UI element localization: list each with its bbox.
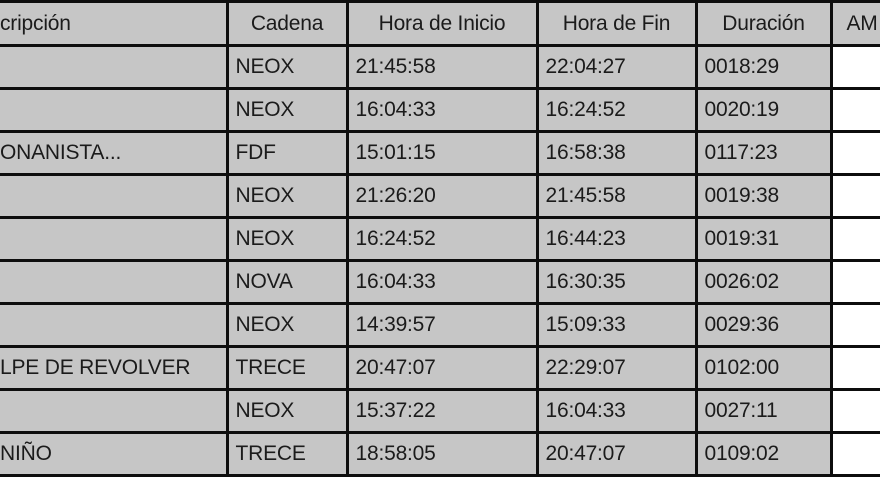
cell-am[interactable] <box>829 259 880 305</box>
cell-am[interactable] <box>829 173 880 219</box>
column-header-cadena[interactable]: Cadena <box>225 0 349 47</box>
cell-cadena[interactable]: NEOX <box>225 302 349 348</box>
cell-fin[interactable]: 21:45:58 <box>535 173 698 219</box>
cell-descripcion[interactable]: NIÑO <box>0 431 229 477</box>
cell-fin[interactable]: 16:04:33 <box>535 388 698 434</box>
cell-cadena[interactable]: NEOX <box>225 173 349 219</box>
table-row: LPE DE REVOLVER TRECE 20:47:07 22:29:07 0102… <box>0 345 880 391</box>
cell-inicio[interactable]: 20:47:07 <box>345 345 539 391</box>
cell-cadena[interactable]: NEOX <box>225 87 349 133</box>
cell-am[interactable] <box>829 44 880 90</box>
cell-duracion[interactable]: 0026:02 <box>694 259 833 305</box>
cell-descripcion[interactable] <box>0 216 229 262</box>
table-row: NEOX 21:45:58 22:04:27 0018:29 <box>0 44 880 90</box>
cell-fin[interactable]: 16:44:23 <box>535 216 698 262</box>
table-row: NEOX 14:39:57 15:09:33 0029:36 <box>0 302 880 348</box>
cell-descripcion[interactable] <box>0 302 229 348</box>
cell-duracion[interactable]: 0027:11 <box>694 388 833 434</box>
cell-fin[interactable]: 16:24:52 <box>535 87 698 133</box>
cell-cadena[interactable]: NEOX <box>225 216 349 262</box>
cell-am[interactable] <box>829 345 880 391</box>
cell-fin[interactable]: 15:09:33 <box>535 302 698 348</box>
cell-fin[interactable]: 16:30:35 <box>535 259 698 305</box>
cell-inicio[interactable]: 21:26:20 <box>345 173 539 219</box>
cell-duracion[interactable]: 0018:29 <box>694 44 833 90</box>
table-row: NEOX 16:04:33 16:24:52 0020:19 <box>0 87 880 133</box>
cell-duracion[interactable]: 0117:23 <box>694 130 833 176</box>
cell-am[interactable] <box>829 87 880 133</box>
cell-descripcion[interactable]: ONANISTA... <box>0 130 229 176</box>
cell-cadena[interactable]: NEOX <box>225 388 349 434</box>
table-row: NEOX 16:24:52 16:44:23 0019:31 <box>0 216 880 262</box>
cell-descripcion[interactable] <box>0 388 229 434</box>
cell-descripcion[interactable] <box>0 87 229 133</box>
cell-cadena[interactable]: TRECE <box>225 431 349 477</box>
cell-descripcion[interactable]: LPE DE REVOLVER <box>0 345 229 391</box>
column-header-duracion[interactable]: Duración <box>694 0 833 47</box>
cell-fin[interactable]: 20:47:07 <box>535 431 698 477</box>
cell-fin[interactable]: 22:29:07 <box>535 345 698 391</box>
column-header-am[interactable]: AM <box>829 0 880 47</box>
table-row: NOVA 16:04:33 16:30:35 0026:02 <box>0 259 880 305</box>
cell-inicio[interactable]: 18:58:05 <box>345 431 539 477</box>
cell-duracion[interactable]: 0019:31 <box>694 216 833 262</box>
table-row: NIÑO TRECE 18:58:05 20:47:07 0109:02 <box>0 431 880 477</box>
column-header-hora-fin[interactable]: Hora de Fin <box>535 0 698 47</box>
cell-inicio[interactable]: 16:24:52 <box>345 216 539 262</box>
cell-am[interactable] <box>829 431 880 477</box>
cell-inicio[interactable]: 15:37:22 <box>345 388 539 434</box>
cell-inicio[interactable]: 16:04:33 <box>345 259 539 305</box>
cell-duracion[interactable]: 0102:00 <box>694 345 833 391</box>
cell-am[interactable] <box>829 302 880 348</box>
table-row: NEOX 21:26:20 21:45:58 0019:38 <box>0 173 880 219</box>
cell-cadena[interactable]: NEOX <box>225 44 349 90</box>
cell-inicio[interactable]: 21:45:58 <box>345 44 539 90</box>
cell-duracion[interactable]: 0109:02 <box>694 431 833 477</box>
cell-am[interactable] <box>829 388 880 434</box>
cell-descripcion[interactable] <box>0 259 229 305</box>
cell-inicio[interactable]: 16:04:33 <box>345 87 539 133</box>
table-row: NEOX 15:37:22 16:04:33 0027:11 <box>0 388 880 434</box>
cell-fin[interactable]: 22:04:27 <box>535 44 698 90</box>
programs-table: cripción Cadena Hora de Inicio Hora de F… <box>0 0 880 477</box>
cell-duracion[interactable]: 0019:38 <box>694 173 833 219</box>
cell-cadena[interactable]: NOVA <box>225 259 349 305</box>
cell-cadena[interactable]: FDF <box>225 130 349 176</box>
cell-am[interactable] <box>829 130 880 176</box>
header-row: cripción Cadena Hora de Inicio Hora de F… <box>0 0 880 47</box>
column-header-hora-inicio[interactable]: Hora de Inicio <box>345 0 539 47</box>
column-header-descripcion[interactable]: cripción <box>0 0 229 47</box>
cell-am[interactable] <box>829 216 880 262</box>
cell-cadena[interactable]: TRECE <box>225 345 349 391</box>
cell-descripcion[interactable] <box>0 44 229 90</box>
cell-descripcion[interactable] <box>0 173 229 219</box>
cell-inicio[interactable]: 14:39:57 <box>345 302 539 348</box>
cell-duracion[interactable]: 0029:36 <box>694 302 833 348</box>
cell-fin[interactable]: 16:58:38 <box>535 130 698 176</box>
table-row: ONANISTA... FDF 15:01:15 16:58:38 0117:23 <box>0 130 880 176</box>
cell-inicio[interactable]: 15:01:15 <box>345 130 539 176</box>
cell-duracion[interactable]: 0020:19 <box>694 87 833 133</box>
